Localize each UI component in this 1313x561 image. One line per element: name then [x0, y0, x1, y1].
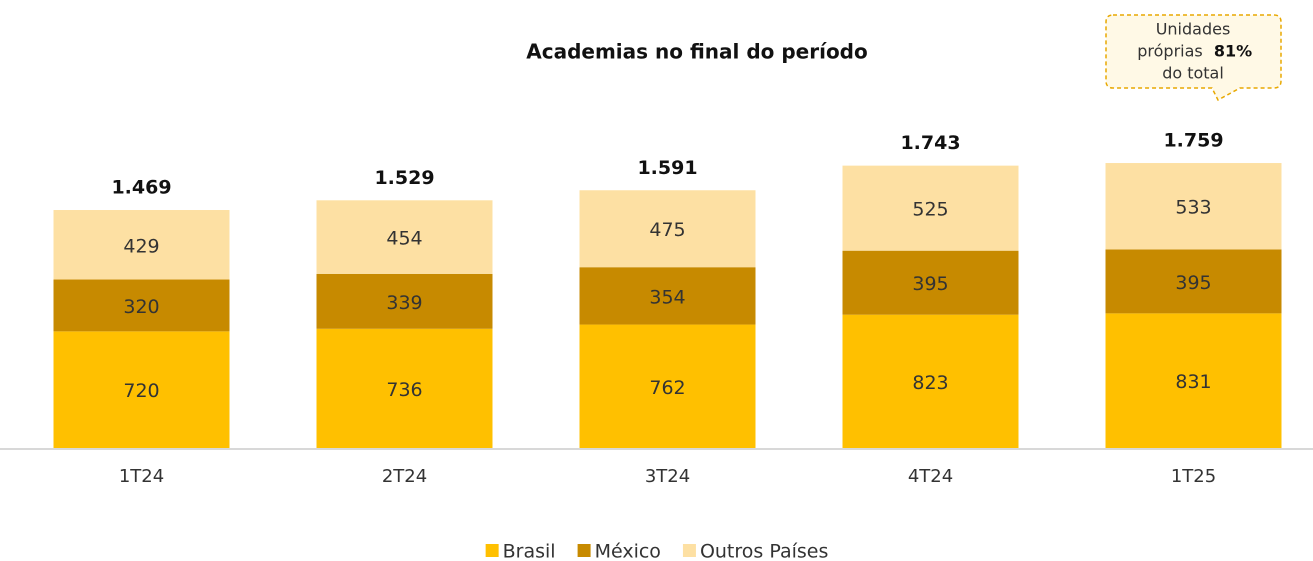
- legend-swatch: [682, 544, 696, 557]
- total-label: 1.743: [900, 132, 960, 154]
- legend-label: Brasil: [503, 541, 556, 561]
- segment-label: 525: [912, 199, 948, 221]
- bar-segment: [53, 331, 230, 448]
- bar-segment: [842, 165, 1019, 251]
- annotation-text: do total: [1162, 64, 1224, 83]
- chart-title: Academias no final do período: [526, 40, 868, 64]
- bar-segment: [842, 250, 1019, 315]
- bar-segment: [316, 200, 493, 274]
- bar-segment: [579, 190, 756, 268]
- x-tick-label: 1T24: [119, 466, 164, 487]
- segment-label: 736: [386, 379, 422, 401]
- bar-segment: [579, 324, 756, 448]
- bar-segment: [1105, 249, 1282, 314]
- segment-label: 762: [649, 377, 685, 399]
- segment-label: 320: [123, 296, 159, 318]
- bar-segment: [53, 210, 230, 280]
- segment-label: 395: [912, 273, 948, 295]
- segment-label: 429: [123, 235, 159, 257]
- segment-label: 454: [386, 228, 422, 250]
- segment-label: 823: [912, 372, 948, 394]
- bar-segment: [316, 273, 493, 329]
- total-label: 1.759: [1163, 130, 1223, 152]
- bar-segment: [842, 314, 1019, 448]
- bar-segment: [53, 279, 230, 332]
- segment-label: 395: [1175, 272, 1211, 294]
- total-label: 1.469: [111, 177, 171, 199]
- segment-label: 339: [386, 292, 422, 314]
- x-tick-label: 4T24: [908, 466, 953, 487]
- legend-label: México: [595, 541, 661, 561]
- annotation-text: Unidades: [1156, 20, 1231, 39]
- x-tick-label: 3T24: [645, 466, 690, 487]
- annotation-box: [1105, 14, 1282, 102]
- annotation-emphasis: 81%: [1214, 42, 1252, 61]
- total-label: 1.591: [637, 157, 697, 179]
- bar-segment: [1105, 313, 1282, 448]
- segment-label: 533: [1175, 197, 1211, 219]
- legend-swatch: [485, 544, 499, 557]
- bar-segment: [316, 328, 493, 448]
- x-tick-label: 1T25: [1171, 466, 1216, 487]
- segment-label: 831: [1175, 371, 1211, 393]
- x-tick-label: 2T24: [382, 466, 427, 487]
- segment-label: 354: [649, 286, 685, 308]
- total-label: 1.529: [374, 167, 434, 189]
- legend-swatch: [577, 544, 591, 557]
- bar-segment: [579, 267, 756, 325]
- segment-label: 475: [649, 219, 685, 241]
- legend-label: Outros Países: [700, 541, 828, 561]
- annotation-text: próprias: [1137, 42, 1203, 61]
- segment-label: 720: [123, 380, 159, 402]
- bar-segment: [1105, 163, 1282, 250]
